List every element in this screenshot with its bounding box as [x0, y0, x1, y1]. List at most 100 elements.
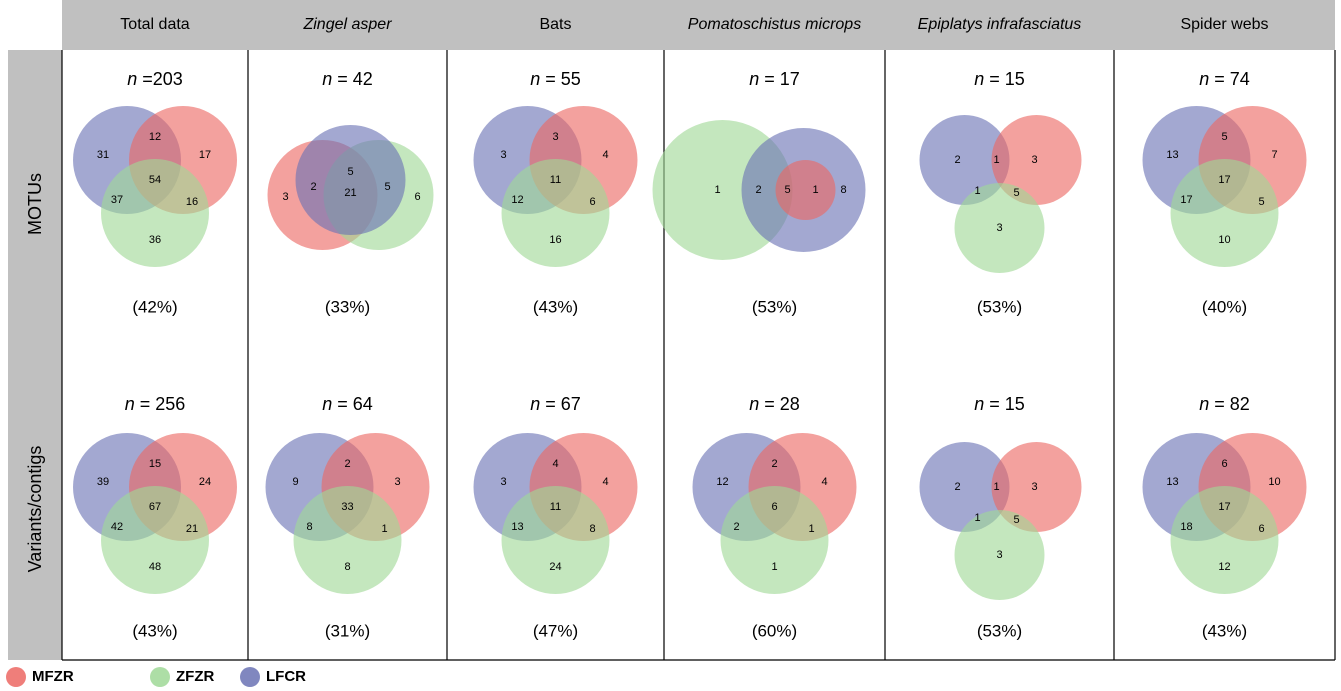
region-count: 8	[840, 184, 846, 196]
header-band	[62, 0, 1335, 50]
venn-circle	[501, 159, 610, 267]
region-count: 6	[414, 191, 420, 203]
venn-circle	[775, 160, 836, 220]
n-symbol: n	[125, 394, 135, 414]
n-value: = 64	[337, 394, 373, 414]
region-count: 1	[993, 154, 999, 166]
region-count: 1	[808, 523, 814, 535]
n-symbol: n	[749, 394, 759, 414]
percent-label: (47%)	[533, 621, 578, 640]
region-count: 4	[821, 476, 827, 488]
region-count: 21	[186, 523, 198, 535]
percent-label: (43%)	[1202, 621, 1247, 640]
n-label: n = 17	[749, 69, 800, 89]
percent-label: (53%)	[752, 297, 797, 316]
region-count: 4	[602, 149, 608, 161]
n-label: n = 42	[322, 69, 373, 89]
n-symbol: n	[322, 69, 332, 89]
region-count: 24	[549, 561, 561, 573]
region-count: 17	[1218, 174, 1230, 186]
column-header: Pomatoschistus microps	[687, 16, 862, 33]
n-symbol: n	[530, 69, 540, 89]
legend-label: ZFZR	[176, 668, 214, 685]
region-count: 2	[771, 458, 777, 470]
n-symbol: n	[127, 69, 137, 89]
n-value: = 82	[1214, 394, 1250, 414]
n-value: = 15	[989, 394, 1025, 414]
region-count: 6	[1258, 523, 1264, 535]
region-count: 6	[1221, 458, 1227, 470]
region-count: 2	[755, 184, 761, 196]
region-count: 5	[1258, 196, 1264, 208]
n-label: n = 15	[974, 69, 1025, 89]
percent-label: (40%)	[1202, 297, 1247, 316]
region-count: 3	[500, 149, 506, 161]
n-label: n = 256	[125, 394, 186, 414]
region-count: 1	[714, 184, 720, 196]
region-count: 4	[552, 458, 558, 470]
venn-circle	[954, 510, 1045, 600]
region-count: 31	[97, 149, 109, 161]
region-count: 5	[1013, 187, 1019, 199]
region-count: 1	[381, 523, 387, 535]
venn-circle	[101, 159, 209, 267]
row-label: Variants/contigs	[25, 446, 45, 573]
n-symbol: n	[530, 394, 540, 414]
n-label: n =203	[127, 69, 183, 89]
n-label: n = 67	[530, 394, 581, 414]
region-count: 39	[97, 476, 109, 488]
region-count: 24	[199, 476, 211, 488]
region-count: 36	[149, 234, 161, 246]
region-count: 1	[993, 481, 999, 493]
percent-label: (53%)	[977, 297, 1022, 316]
region-count: 7	[1271, 149, 1277, 161]
region-count: 13	[511, 521, 523, 533]
region-count: 37	[111, 194, 123, 206]
region-count: 8	[589, 523, 595, 535]
region-count: 2	[310, 181, 316, 193]
venn-circle	[954, 183, 1045, 273]
legend-swatch	[6, 667, 26, 687]
region-count: 12	[716, 476, 728, 488]
region-count: 3	[1031, 154, 1037, 166]
region-count: 10	[1268, 476, 1280, 488]
region-count: 1	[974, 185, 980, 197]
region-count: 16	[549, 234, 561, 246]
n-value: = 42	[337, 69, 373, 89]
region-count: 2	[344, 458, 350, 470]
region-count: 1	[771, 561, 777, 573]
venn-circle	[501, 486, 610, 594]
venn-circle	[919, 442, 1010, 532]
region-count: 10	[1218, 234, 1230, 246]
percent-label: (42%)	[132, 297, 177, 316]
region-count: 42	[111, 521, 123, 533]
region-count: 5	[1013, 514, 1019, 526]
region-count: 17	[199, 149, 211, 161]
n-label: n = 82	[1199, 394, 1250, 414]
n-value: = 74	[1214, 69, 1250, 89]
region-count: 11	[550, 174, 561, 186]
column-header: Spider webs	[1180, 16, 1269, 33]
legend-label: MFZR	[32, 668, 74, 685]
venn-circle	[991, 115, 1082, 205]
n-value: = 256	[140, 394, 186, 414]
region-count: 15	[149, 458, 161, 470]
n-label: n = 15	[974, 394, 1025, 414]
region-count: 17	[1218, 501, 1230, 513]
region-count: 3	[1031, 481, 1037, 493]
region-count: 3	[394, 476, 400, 488]
region-count: 3	[996, 549, 1002, 561]
region-count: 3	[500, 476, 506, 488]
legend-label: LFCR	[266, 668, 306, 685]
row-label-band	[8, 50, 62, 660]
n-value: = 55	[545, 69, 581, 89]
region-count: 4	[602, 476, 608, 488]
legend-swatch	[150, 667, 170, 687]
n-value: = 15	[989, 69, 1025, 89]
venn-circle	[1170, 486, 1279, 594]
region-count: 18	[1180, 521, 1192, 533]
percent-label: (43%)	[533, 297, 578, 316]
percent-label: (33%)	[325, 297, 370, 316]
n-value: =203	[142, 69, 183, 89]
